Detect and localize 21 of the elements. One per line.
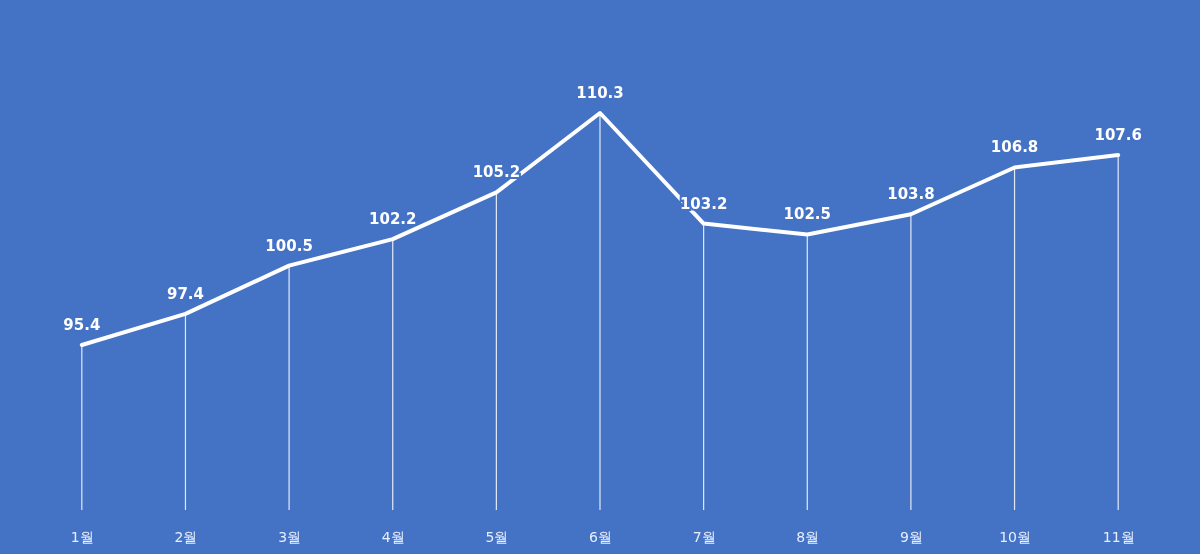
x-tick-label: 1월	[70, 528, 94, 545]
data-label: 102.5	[783, 205, 831, 224]
x-tick-label: 7월	[692, 528, 716, 545]
x-tick-label: 9월	[899, 528, 923, 545]
data-label: 95.4	[63, 316, 101, 334]
x-tick-label: 8월	[796, 528, 820, 545]
x-tick-label: 6월	[589, 528, 612, 545]
data-label: 106.8	[990, 138, 1039, 157]
data-label: 105.2	[472, 163, 521, 182]
data-label: 97.4	[166, 284, 204, 303]
x-tick-label: 2월	[174, 528, 198, 545]
data-label: 102.2	[369, 210, 417, 229]
x-tick-label: 11월	[1102, 528, 1135, 545]
x-tick-label: 3월	[278, 528, 302, 545]
data-label: 103.8	[887, 185, 935, 204]
data-label: 107.6	[1094, 126, 1142, 145]
data-label: 110.3	[576, 84, 624, 102]
x-tick-label: 5월	[485, 528, 509, 545]
x-tick-label: 4월	[381, 528, 405, 545]
x-tick-label: 10월	[999, 528, 1031, 545]
data-label: 100.5	[265, 236, 313, 255]
